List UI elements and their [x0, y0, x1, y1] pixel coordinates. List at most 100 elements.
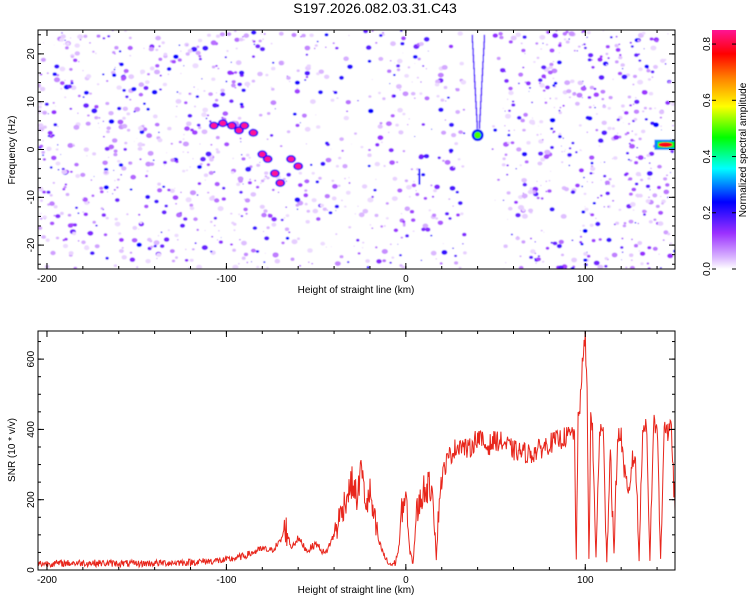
heatmap-speck — [118, 249, 124, 253]
heatmap-speck — [580, 242, 584, 246]
figure-title: S197.2026.082.03.31.C43 — [293, 0, 457, 16]
heatmap-speck — [589, 223, 594, 227]
heatmap-speck — [669, 242, 673, 245]
heatmap-speck — [57, 144, 59, 146]
heatmap-speck — [161, 210, 167, 215]
heatmap-speck — [125, 95, 129, 99]
heatmap-speck — [537, 161, 543, 166]
heatmap-speck — [529, 119, 535, 125]
heatmap-speck — [266, 226, 270, 230]
heatmap-speck — [99, 190, 104, 194]
heatmap-speck — [357, 252, 361, 255]
heatmap-speck — [604, 257, 609, 260]
heatmap-speck — [186, 121, 192, 126]
heatmap-speck — [503, 244, 508, 248]
heatmap-speck — [621, 68, 624, 70]
heatmap-speck — [531, 101, 534, 104]
heatmap-track-point — [294, 163, 302, 169]
heatmap-speck — [362, 208, 369, 214]
heatmap-speck — [545, 85, 550, 90]
heatmap-speck — [150, 245, 154, 249]
heatmap-speck — [311, 263, 314, 265]
heatmap-speck — [184, 42, 190, 47]
heatmap-speck — [521, 193, 528, 199]
heatmap-speck — [304, 71, 311, 76]
heatmap-speck — [218, 240, 223, 244]
heatmap-speck — [187, 113, 193, 118]
heatmap-speck — [578, 124, 582, 127]
heatmap-speck — [391, 196, 398, 202]
heatmap-speck — [310, 99, 316, 104]
heatmap-speck — [511, 103, 516, 107]
heatmap-speck — [304, 79, 307, 81]
heatmap-speck — [201, 112, 207, 117]
heatmap-speck — [215, 148, 219, 151]
heatmap-speck — [90, 179, 93, 181]
heatmap-speck — [573, 49, 576, 52]
heatmap-speck — [245, 212, 248, 215]
heatmap-speck — [541, 260, 545, 263]
x-tick-label: 100 — [577, 274, 594, 285]
heatmap-speck — [82, 96, 85, 98]
x-tick-label: 0 — [403, 274, 409, 285]
heatmap-speck — [40, 57, 47, 62]
heatmap-track-point — [259, 151, 266, 157]
heatmap-speck — [57, 169, 60, 171]
heatmap-speck — [664, 63, 667, 65]
heatmap-speck — [108, 157, 110, 158]
heatmap-speck — [573, 92, 576, 94]
heatmap-speck — [70, 79, 74, 83]
heatmap-speck — [73, 124, 80, 130]
heatmap-speck — [381, 141, 383, 143]
heatmap-speck — [335, 164, 339, 168]
heatmap-speck — [621, 237, 624, 240]
heatmap-speck — [457, 31, 463, 36]
heatmap-speck — [506, 98, 509, 100]
heatmap-speck — [515, 236, 520, 241]
heatmap-speck — [544, 149, 551, 155]
heatmap-speck — [657, 164, 662, 169]
heatmap-speck — [184, 126, 190, 131]
heatmap-speck — [153, 240, 160, 246]
heatmap-speck — [529, 187, 533, 190]
heatmap-speck — [46, 190, 51, 194]
heatmap-speck — [153, 244, 157, 248]
heatmap-speck — [266, 266, 269, 269]
heatmap-speck — [634, 133, 638, 136]
heatmap-speck — [389, 243, 392, 246]
heatmap-speck — [547, 70, 553, 75]
heatmap-speck — [523, 112, 528, 117]
heatmap-speck — [593, 260, 600, 266]
heatmap-speck — [264, 252, 266, 254]
heatmap-speck — [113, 189, 116, 191]
heatmap-speck — [304, 189, 308, 192]
heatmap-speck — [375, 178, 377, 180]
heatmap-speck — [499, 68, 506, 73]
heatmap-speck — [508, 129, 510, 132]
heatmap-speck — [186, 44, 188, 46]
heatmap-speck — [210, 220, 213, 223]
heatmap-speck — [158, 45, 161, 48]
heatmap-speck — [506, 191, 511, 195]
heatmap-speck — [127, 45, 133, 51]
heatmap-speck — [590, 161, 594, 165]
heatmap-speck — [263, 209, 268, 213]
heatmap-speck — [643, 48, 645, 50]
heatmap-speck — [399, 89, 401, 91]
heatmap-speck — [653, 218, 657, 221]
heatmap-speck — [138, 213, 141, 216]
heatmap-speck — [444, 119, 447, 121]
heatmap-speck — [388, 148, 394, 153]
y-tick-label: 400 — [26, 421, 37, 438]
heatmap-speck — [95, 224, 98, 227]
heatmap-speck — [304, 180, 307, 183]
heatmap-speck — [422, 65, 425, 67]
heatmap-speck — [601, 97, 605, 101]
heatmap-speck — [164, 204, 168, 208]
heatmap-speck — [605, 191, 610, 196]
heatmap-speck — [217, 239, 218, 241]
heatmap-speck — [533, 61, 536, 63]
heatmap-speck — [175, 256, 178, 259]
heatmap-speck — [62, 187, 66, 191]
heatmap-speck — [631, 187, 637, 192]
